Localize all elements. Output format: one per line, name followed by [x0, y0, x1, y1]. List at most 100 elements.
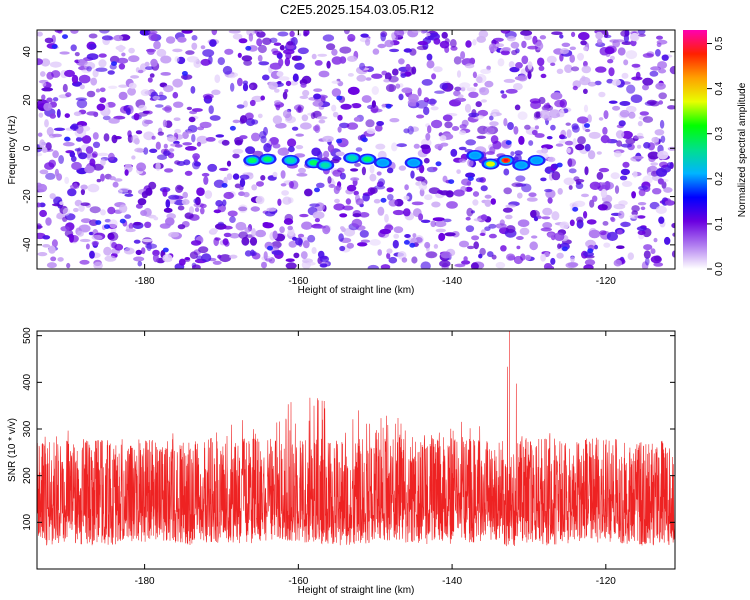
speckle: [473, 82, 478, 87]
speckle: [289, 30, 295, 37]
speckle: [658, 68, 667, 74]
speckle: [479, 87, 490, 96]
speckle: [426, 98, 437, 105]
speckle: [631, 76, 643, 81]
speckle: [133, 256, 145, 262]
speckle: [148, 181, 157, 190]
speckle: [478, 253, 483, 259]
speckle: [319, 263, 328, 268]
speckle: [392, 209, 405, 216]
speckle: [458, 146, 467, 151]
speckle: [66, 262, 71, 269]
speckle: [185, 50, 195, 55]
speckle: [454, 97, 467, 103]
speckle: [318, 119, 326, 124]
speckle: [79, 259, 90, 265]
speckle: [332, 169, 343, 177]
speckle: [167, 135, 177, 142]
speckle: [73, 111, 82, 117]
speckle: [444, 121, 453, 129]
speckle: [243, 59, 253, 66]
speckle: [623, 59, 629, 66]
speckle: [539, 109, 551, 119]
speckle: [86, 66, 92, 72]
speckle: [423, 106, 430, 116]
speckle: [272, 50, 282, 56]
speckle: [444, 232, 456, 237]
speckle: [555, 143, 564, 147]
speckle: [385, 84, 397, 92]
speckle: [191, 42, 198, 50]
speckle: [389, 118, 400, 123]
speckle: [425, 133, 431, 141]
speckle: [339, 213, 348, 218]
speckle: [362, 193, 370, 202]
speckle: [75, 137, 83, 142]
speckle: [490, 135, 499, 144]
speckle: [200, 58, 211, 66]
speckle: [335, 151, 345, 157]
speckle: [584, 259, 596, 266]
speckle: [235, 221, 247, 231]
hotspot-point: [470, 152, 480, 159]
speckle: [650, 66, 662, 71]
speckle: [145, 110, 153, 115]
speckle: [353, 117, 361, 122]
speckle: [583, 46, 588, 52]
speckle: [467, 176, 474, 182]
speckle: [642, 77, 654, 86]
speckle: [229, 254, 238, 259]
speckle: [620, 221, 631, 227]
y-tick-label: 20: [22, 94, 33, 106]
speckle: [123, 247, 135, 255]
speckle: [133, 113, 140, 121]
speckle: [510, 41, 520, 49]
speckle: [475, 101, 482, 108]
speckle: [326, 60, 331, 69]
speckle: [173, 101, 184, 108]
speckle: [312, 100, 324, 107]
speckle: [298, 167, 306, 174]
colorbar-tick-label: 0.5: [714, 36, 725, 50]
speckle: [246, 30, 255, 36]
speckle: [513, 126, 519, 135]
speckle: [244, 250, 252, 257]
speckle: [163, 85, 174, 93]
speckle: [137, 69, 144, 74]
speckle: [520, 30, 533, 36]
speckle: [616, 140, 623, 147]
speckle: [454, 86, 462, 92]
speckle: [526, 197, 538, 202]
speckle: [186, 56, 199, 63]
speckle: [244, 227, 251, 233]
speckle: [282, 196, 292, 205]
speckle: [37, 252, 48, 257]
speckle: [41, 81, 47, 87]
speckle: [631, 191, 636, 199]
speckle: [149, 73, 155, 78]
speckle: [557, 243, 562, 249]
speckle: [656, 35, 663, 40]
speckle: [546, 55, 557, 64]
speckle: [186, 130, 192, 134]
snr-x-axis: -180 -160 -140 -120: [135, 331, 616, 587]
speckle: [489, 115, 494, 121]
speckle: [145, 243, 158, 249]
speckle: [263, 251, 268, 261]
speckle: [46, 71, 54, 80]
speckle: [550, 124, 556, 131]
speckle: [51, 44, 58, 49]
speckle: [281, 190, 289, 196]
hotspot-point: [286, 157, 296, 163]
speckle: [515, 62, 523, 69]
speckle: [384, 213, 389, 223]
speckle: [459, 124, 467, 129]
speckle: [236, 104, 245, 109]
speckle: [189, 251, 198, 259]
speckle: [49, 113, 56, 119]
speckle: [389, 48, 400, 53]
speckle: [439, 82, 448, 90]
speckle: [145, 66, 154, 70]
speckle: [100, 158, 106, 166]
speckle: [249, 99, 256, 107]
